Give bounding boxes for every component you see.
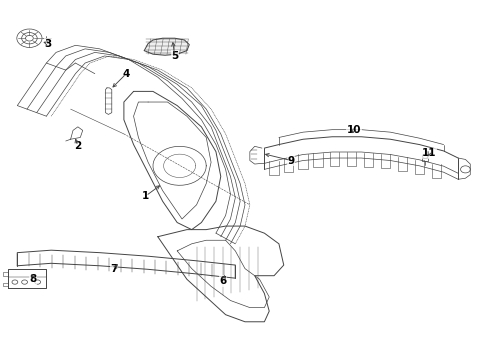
Text: 6: 6: [220, 276, 227, 286]
Text: 2: 2: [74, 141, 81, 151]
Text: 3: 3: [44, 39, 51, 49]
Text: 9: 9: [288, 156, 294, 166]
Polygon shape: [144, 38, 189, 55]
Text: 7: 7: [111, 264, 118, 274]
Text: 11: 11: [422, 148, 436, 158]
Text: 5: 5: [171, 51, 178, 61]
Text: 8: 8: [30, 274, 37, 284]
Text: 10: 10: [347, 125, 361, 135]
Text: 1: 1: [142, 191, 149, 201]
Text: 4: 4: [122, 69, 130, 79]
